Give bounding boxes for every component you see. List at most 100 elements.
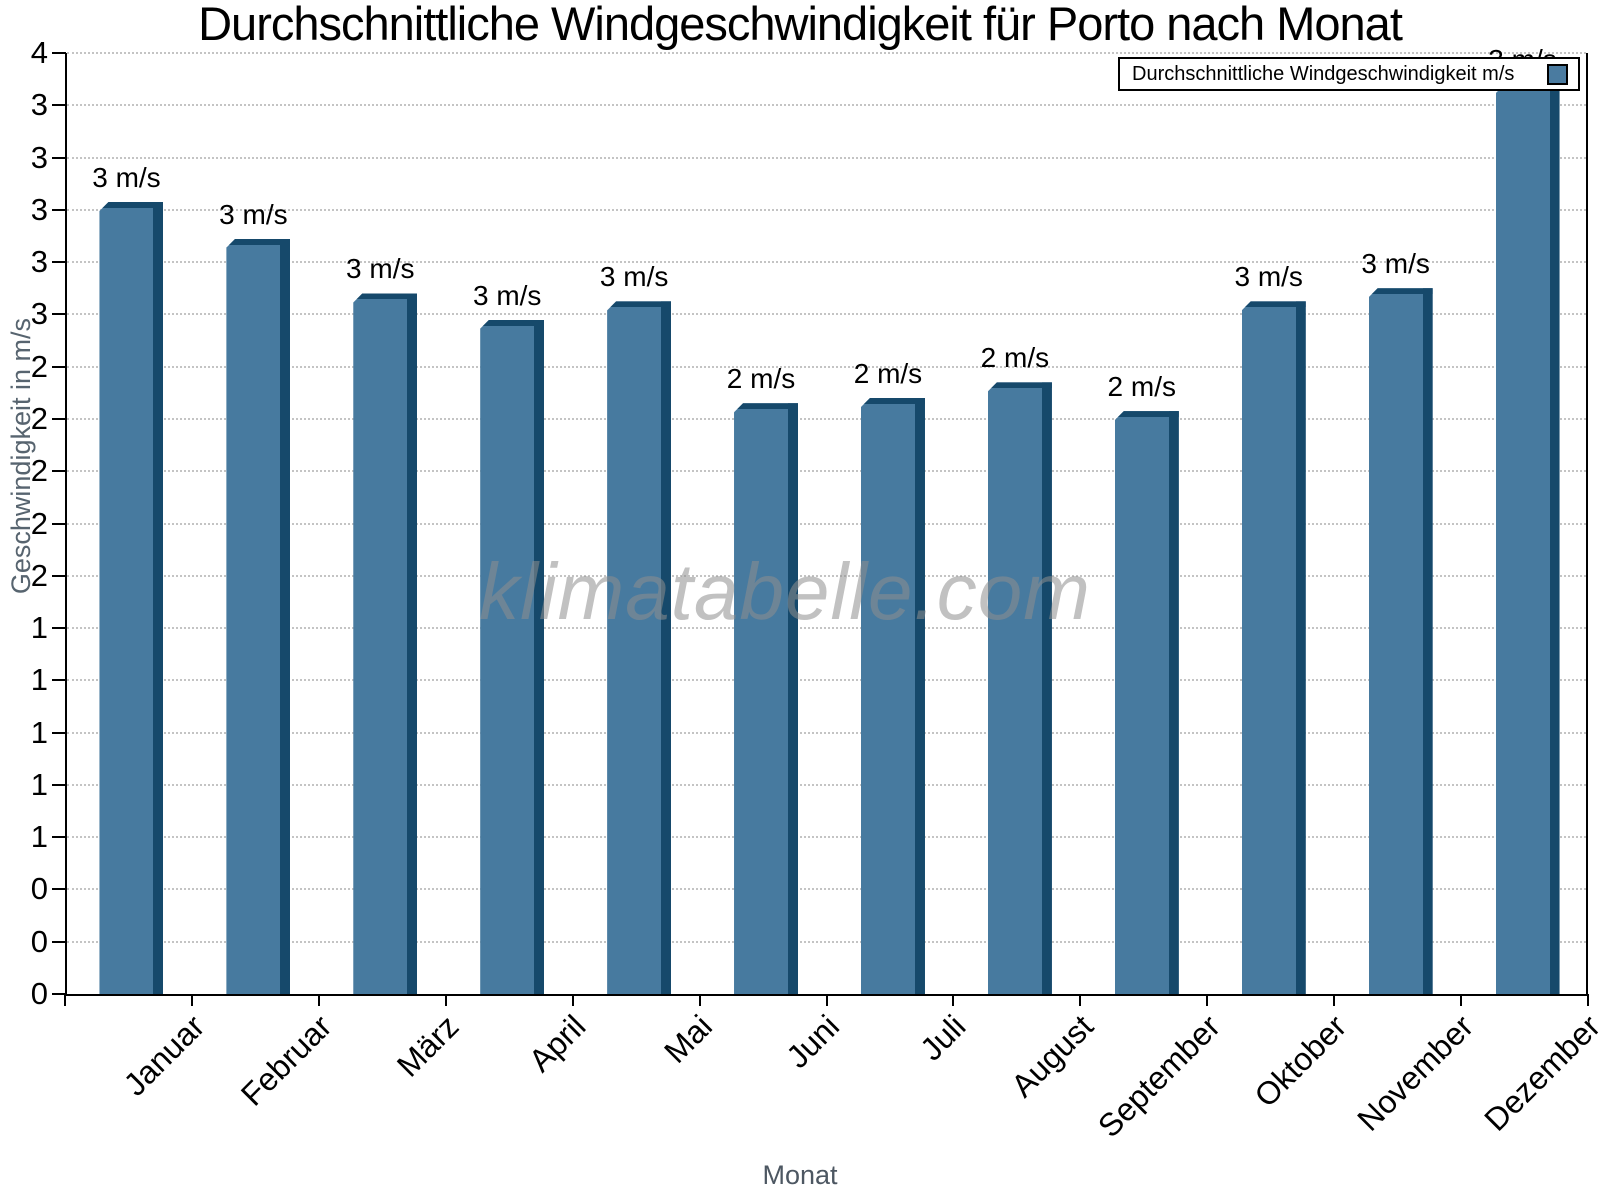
gridline [67,522,1586,525]
x-axis-category-label: Juni [778,1008,846,1075]
gridline [67,574,1586,577]
legend-box: Durchschnittliche Windgeschwindigkeit m/… [1118,57,1580,91]
bar-value-label: 3 m/s [1361,248,1430,280]
y-axis-tick-label: 1 [30,714,48,750]
y-axis-tick-label: 2 [30,348,48,384]
x-axis-tick [952,994,955,1006]
y-axis-tick [52,156,66,159]
y-axis-tick [52,888,66,891]
y-axis-tick [52,470,66,473]
x-axis-category-label: Mai [657,1008,720,1070]
gridline [67,261,1586,264]
x-axis-tick [64,994,66,1006]
bar-dezember [1495,84,1560,994]
y-axis-tick-label: 0 [30,976,48,1011]
x-axis-title: Monat [762,1160,838,1190]
x-axis-line [64,994,1588,996]
bar-value-label: 2 m/s [853,358,923,390]
bar-value-label: 3 m/s [92,161,161,193]
bar-value-label: 3 m/s [599,261,669,293]
x-axis-category-label: August [1003,1008,1100,1104]
x-axis-tick [317,994,320,1006]
gridline [67,156,1586,159]
x-axis-category-label: November [1350,1008,1481,1138]
y-axis-tick [52,522,66,525]
bar-juni [734,403,799,994]
y-axis-tick [52,52,66,54]
gridline [67,417,1586,420]
x-axis-tick [571,994,574,1006]
x-axis-category-label: Januar [116,1008,212,1103]
x-axis-tick [1333,994,1336,1006]
x-axis-tick [1079,994,1082,1006]
y-axis-tick [52,261,66,264]
y-axis-tick-label: 3 [30,244,48,280]
bar-value-label: 3 m/s [1234,261,1303,293]
gridline [67,940,1586,943]
y-axis-tick-label: 3 [30,296,48,332]
bar-november [1368,288,1433,994]
bar-september [1114,411,1179,994]
bar-value-label: 3 m/s [346,253,415,285]
gridline [67,731,1586,734]
y-axis-line [65,53,67,996]
y-axis-tick [52,104,66,107]
y-axis-tick-label: 3 [30,191,48,227]
x-axis-category-label: April [521,1008,593,1079]
y-axis-tick-label: 2 [30,453,48,489]
x-axis-tick [825,994,828,1006]
x-axis-category-label: Oktober [1247,1008,1354,1114]
y-axis-tick-label: 0 [30,923,48,959]
y-axis-tick-label: 2 [30,400,48,436]
y-axis-tick [52,783,66,786]
x-axis-tick [190,994,193,1006]
y-axis-tick-label: 3 [30,87,48,123]
gridline [67,470,1586,473]
gridline [67,679,1586,682]
y-axis-title: Geschwindigkeit in m/s [6,318,36,595]
gridline [67,313,1586,316]
y-axis-tick-label: 0 [30,871,48,907]
gridline [67,836,1586,839]
gridline [67,627,1586,630]
gridline [67,208,1586,211]
y-axis-tick-label: 1 [30,819,48,855]
x-axis-category-label: März [389,1008,466,1084]
y-axis-tick-label: 2 [30,557,48,593]
y-axis-tick [52,417,66,420]
y-axis-tick-label: 1 [30,766,48,802]
x-axis-tick [1206,994,1209,1006]
y-axis-tick-label: 1 [30,610,48,646]
gridline [67,52,1586,54]
y-axis-tick [52,940,66,943]
x-axis-tick [1460,994,1463,1006]
y-axis-tick [52,365,66,368]
bar-value-label: 3 m/s [219,198,288,230]
chart-title: Durchschnittliche Windgeschwindigkeit fü… [198,0,1403,50]
x-axis-category-label: Februar [233,1008,339,1113]
y-axis-tick [52,836,66,839]
y-axis-tick-label: 4 [30,35,48,70]
legend-label: Durchschnittliche Windgeschwindigkeit m/… [1132,62,1515,85]
bar-value-label: 3 m/s [472,279,542,311]
y-axis-tick [52,574,66,577]
x-axis-tick [1587,994,1589,1006]
gridline [67,365,1586,368]
x-axis-tick [698,994,701,1006]
gridline [67,783,1586,786]
x-axis-category-label: September [1090,1008,1227,1145]
y-axis-tick-label: 1 [30,662,48,698]
gridline [67,888,1586,891]
y-axis-tick-label: 3 [30,139,48,175]
bar-value-label: 2 m/s [1107,371,1177,403]
bar-value-label: 2 m/s [980,342,1050,374]
y-axis-tick [52,679,66,682]
bar-oktober [1241,301,1306,994]
bar-januar [99,201,164,994]
gridline [67,104,1586,107]
bar-august [987,382,1052,994]
bar-juli [860,398,925,994]
bar-april [480,319,545,994]
